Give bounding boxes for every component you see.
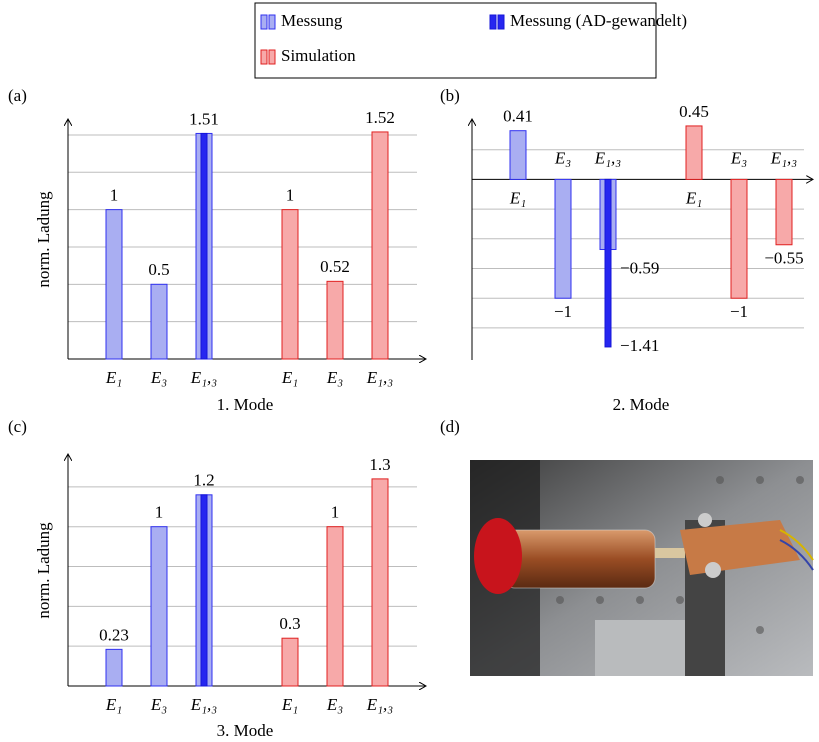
chart-title: 2. Mode [613, 395, 670, 414]
bar [200, 494, 208, 687]
bar [150, 283, 168, 360]
bar [326, 280, 344, 360]
x-tick-label: E₁ [105, 368, 122, 387]
bar [105, 648, 123, 687]
legend-swatch [268, 14, 276, 30]
bar [200, 132, 208, 360]
legend-swatch [489, 14, 497, 30]
bar [685, 125, 703, 180]
bar [150, 526, 168, 687]
value-label: 0.41 [503, 107, 533, 126]
x-tick-label: E₁ [509, 188, 526, 207]
bar [604, 178, 612, 348]
value-label: 1.52 [365, 108, 395, 127]
x-tick-label: E₃ [150, 368, 167, 387]
x-tick-label: E₃ [730, 148, 747, 167]
y-axis-label: norm. Ladung [34, 522, 53, 619]
panel-label: (a) [8, 86, 27, 105]
bar [554, 178, 572, 299]
x-tick-label: E₁,₃ [190, 368, 218, 387]
value-label: 1 [331, 503, 340, 522]
bar [371, 131, 389, 360]
value-label: 0.5 [148, 260, 169, 279]
legend-swatch [497, 14, 505, 30]
bar [281, 209, 299, 360]
bar [281, 637, 299, 687]
x-tick-label: E₁,₃ [594, 148, 622, 167]
value-label: 1.51 [189, 109, 219, 128]
x-tick-label: E₁,₃ [366, 368, 394, 387]
legend-label: Messung [281, 11, 343, 30]
bar [371, 478, 389, 687]
x-tick-label: E₁,₃ [770, 148, 798, 167]
value-label: −0.55 [764, 249, 803, 268]
legend-label: Simulation [281, 46, 356, 65]
value-label: 0.3 [279, 614, 300, 633]
value-label: −1.41 [620, 336, 659, 355]
value-label: 1 [286, 186, 295, 205]
x-tick-label: E₃ [326, 368, 343, 387]
photo [470, 460, 814, 676]
value-label: 0.52 [320, 257, 350, 276]
legend-swatch [260, 49, 268, 65]
value-label: 1.2 [193, 471, 214, 490]
chart-title: 1. Mode [217, 395, 274, 414]
value-label: 1 [155, 503, 164, 522]
panel-label: (d) [440, 417, 460, 436]
value-label: 0.45 [679, 102, 709, 121]
chart-title: 3. Mode [217, 721, 274, 740]
x-tick-label: E₁ [105, 695, 122, 714]
x-tick-label: E₃ [326, 695, 343, 714]
value-label: 1.3 [369, 455, 390, 474]
value-label: −1 [554, 302, 572, 321]
x-tick-label: E₁ [281, 695, 298, 714]
x-tick-label: E₁,₃ [366, 695, 394, 714]
value-label: −1 [730, 302, 748, 321]
value-label: 1 [110, 186, 119, 205]
x-tick-label: E₁ [685, 188, 702, 207]
x-tick-label: E₃ [150, 695, 167, 714]
x-tick-label: E₁,₃ [190, 695, 218, 714]
x-tick-label: E₃ [554, 148, 571, 167]
bar [326, 526, 344, 687]
bar [775, 178, 793, 246]
value-label: 0.23 [99, 625, 129, 644]
legend-box [254, 2, 657, 79]
bar [509, 130, 527, 180]
bar [105, 209, 123, 360]
legend-label: Messung (AD-gewandelt) [510, 11, 687, 30]
legend-swatch [260, 14, 268, 30]
panel-label: (b) [440, 86, 460, 105]
legend-swatch [268, 49, 276, 65]
x-tick-label: E₁ [281, 368, 298, 387]
y-axis-label: norm. Ladung [34, 191, 53, 288]
value-label: −0.59 [620, 258, 659, 277]
panel-label: (c) [8, 417, 27, 436]
bar [730, 178, 748, 299]
